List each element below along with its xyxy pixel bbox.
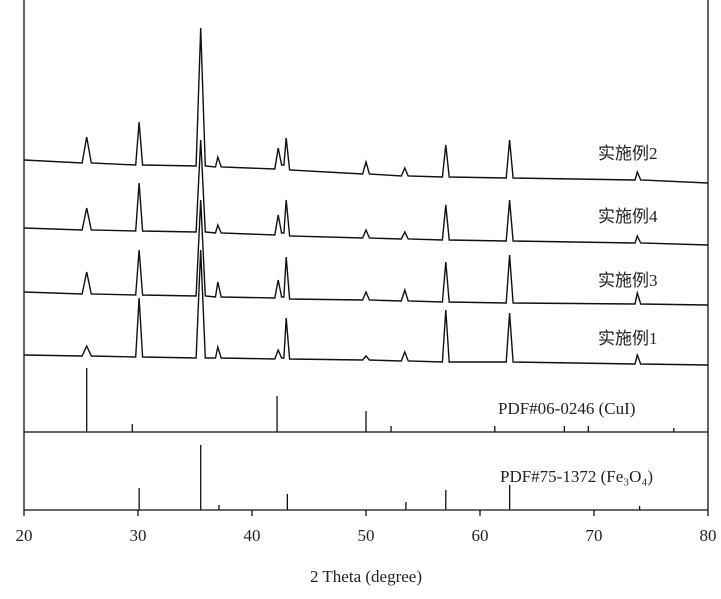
x-tick-label: 20: [16, 526, 33, 545]
x-tick-label: 60: [472, 526, 489, 545]
x-tick-label: 40: [244, 526, 261, 545]
reference-label: PDF#75-1372 (Fe₃O₄): [500, 467, 653, 486]
x-tick-label: 70: [586, 526, 603, 545]
pattern-label: 实施例3: [598, 271, 658, 290]
x-tick-label: 80: [700, 526, 717, 545]
x-axis-title: 2 Theta (degree): [310, 567, 422, 586]
x-tick-label: 30: [130, 526, 147, 545]
chart: 2 Theta (degree) 实施例2 实施例4 实施例3 实施例1 PDF#06-…: [0, 0, 721, 594]
reference-label: PDF#06-0246 (CuI): [498, 399, 635, 418]
pattern-label: 实施例2: [598, 144, 658, 163]
pattern-label: 实施例4: [598, 207, 658, 226]
x-tick-label: 50: [358, 526, 375, 545]
pattern-label: 实施例1: [598, 329, 658, 348]
